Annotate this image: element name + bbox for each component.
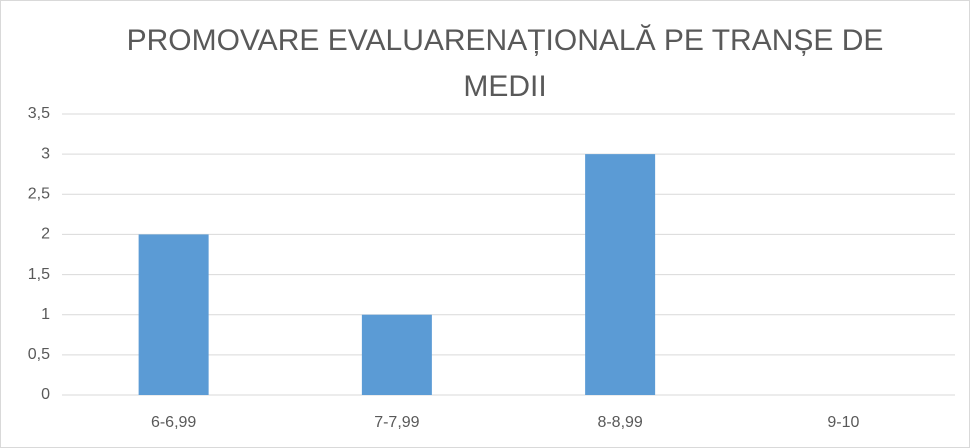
bar: [361, 314, 432, 395]
y-tick-label: 1: [41, 306, 50, 323]
y-tick-label: 3: [41, 145, 50, 162]
y-tick-label: 3,5: [28, 105, 50, 122]
x-tick-label: 9-10: [827, 414, 859, 431]
chart-title: PROMOVARE EVALUARENAȚIONALĂ PE TRANȘE DE…: [126, 24, 884, 103]
x-tick-label: 6-6,99: [151, 414, 196, 431]
y-tick-label: 0,5: [28, 346, 50, 363]
y-tick-label: 0: [41, 386, 50, 403]
bar: [585, 154, 656, 395]
y-tick-label: 2,5: [28, 186, 50, 203]
x-tick-label: 8-8,99: [597, 414, 642, 431]
x-tick-label: 7-7,99: [374, 414, 419, 431]
y-tick-label: 2: [41, 226, 50, 243]
y-tick-label: 1,5: [28, 266, 50, 283]
bar: [138, 234, 209, 395]
